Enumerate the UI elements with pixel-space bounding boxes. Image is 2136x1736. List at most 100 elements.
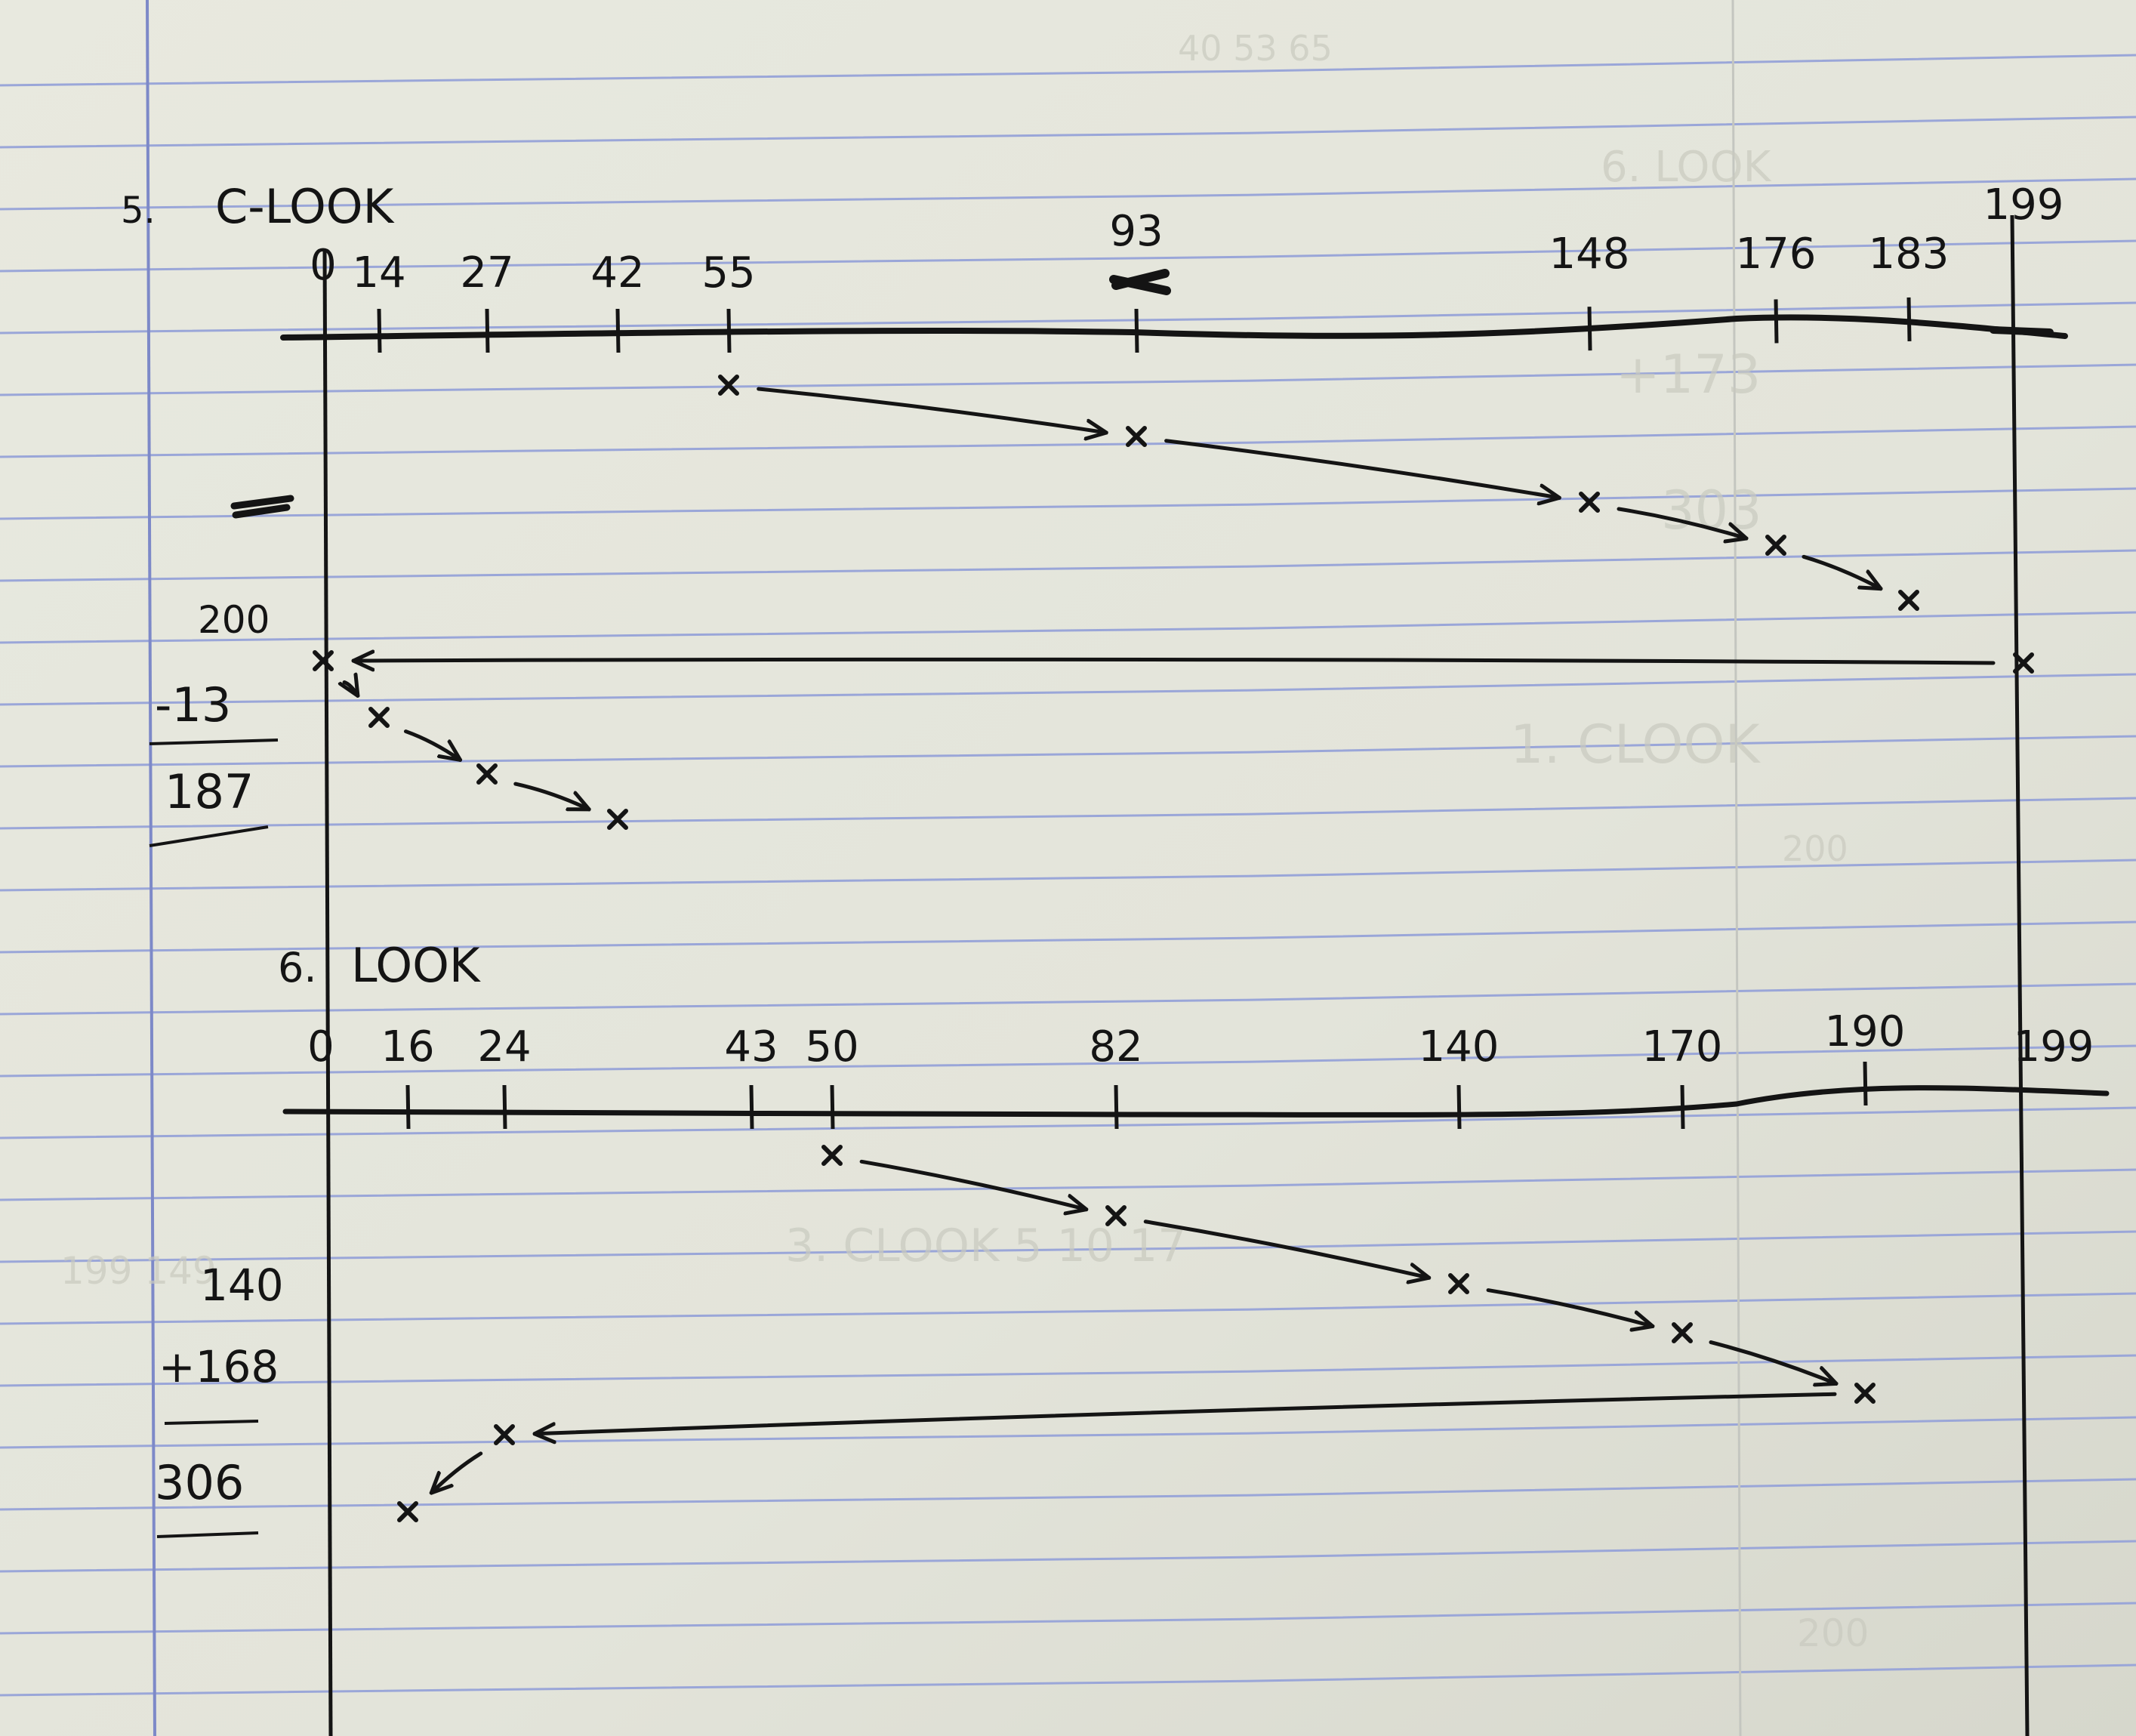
calc-line2: +168 [159, 1341, 279, 1392]
ruled-line [0, 116, 2136, 149]
request-marker [368, 707, 390, 728]
axis-tick [1587, 307, 1592, 351]
ruled-line [0, 1106, 2136, 1139]
ruled-line [0, 1354, 2136, 1387]
calc-line1: 140 [200, 1260, 284, 1311]
axis-tick [1680, 1084, 1685, 1130]
axis-tick [1774, 299, 1779, 344]
ruled-line [0, 54, 2136, 87]
calculation: 200 -13 187 [149, 598, 279, 847]
tick-label: 50 [805, 1022, 858, 1072]
ruled-line [0, 1664, 2136, 1697]
seek-arrow [1486, 1288, 1653, 1327]
tick-label: 148 [1549, 230, 1630, 279]
axis-tick [377, 308, 382, 353]
ruled-line [0, 920, 2136, 954]
calculation: 140 +168 306 [155, 1260, 284, 1538]
request-marker [1765, 535, 1786, 556]
request-marker [821, 1145, 843, 1166]
problem-title: C-LOOK [215, 179, 395, 234]
problem-title: LOOK [351, 938, 481, 993]
tick-label: 43 [724, 1022, 778, 1072]
seek-arrow [1802, 554, 1881, 588]
seek-arrow [344, 682, 358, 695]
request-marker [476, 763, 498, 785]
tick-label: 82 [1089, 1022, 1142, 1072]
faint-right-line [1731, 0, 1742, 1736]
ruled-line [0, 735, 2136, 768]
ruled-lines [0, 54, 2136, 1697]
problem-number: 6. [278, 944, 317, 991]
seek-arrow [403, 729, 460, 760]
ruled-line [0, 1478, 2136, 1511]
ruled-line [0, 797, 2136, 830]
ruled-line [0, 425, 2136, 458]
calc-line2: -13 [155, 677, 231, 732]
ruled-line [0, 859, 2136, 892]
margin-line [146, 0, 156, 1736]
seek-arrow [1617, 507, 1746, 538]
request-marker [1672, 1322, 1693, 1343]
scribble [230, 495, 294, 519]
seek-arrow [431, 1451, 483, 1493]
tick-label: 14 [352, 248, 405, 298]
ruled-line [0, 239, 2136, 273]
axis-tick [502, 1084, 507, 1130]
scribble [1990, 326, 2054, 336]
request-marker [718, 375, 739, 396]
seek-path [397, 1145, 1876, 1522]
seek-arrow [1143, 1220, 1429, 1278]
request-marker [607, 809, 628, 830]
ruled-line [0, 1044, 2136, 1078]
calc-underline [164, 1420, 259, 1425]
calc-result: 187 [165, 764, 254, 819]
request-marker [1448, 1273, 1469, 1294]
seek-arrow [1709, 1340, 1836, 1384]
ruled-line [0, 1230, 2136, 1263]
calc-underline [149, 738, 279, 745]
axis-tick [485, 308, 490, 353]
seek-path [313, 375, 2034, 830]
ruled-line [0, 673, 2136, 706]
svg-text:200: 200 [1797, 1611, 1869, 1655]
svg-text:303: 303 [1661, 479, 1762, 541]
calc-underline [149, 825, 269, 847]
ruled-line [0, 1602, 2136, 1635]
tick-label: 183 [1869, 230, 1950, 279]
axis-tick [1863, 1061, 1868, 1106]
tick-label: 55 [701, 248, 755, 298]
svg-text:+173: +173 [1616, 344, 1761, 405]
tick-label: 140 [1419, 1022, 1500, 1072]
axis-ticks: 0 14 27 42 55 93 148 176 183 199 [310, 180, 2064, 353]
seek-arrow [535, 1392, 1837, 1434]
calc-underline [156, 1531, 259, 1538]
axis-tick [1134, 308, 1139, 353]
tick-label: 42 [590, 248, 644, 298]
ruled-line [0, 301, 2136, 335]
ruled-line [0, 363, 2136, 396]
bleed-through-marks: 40 53 65 6. LOOK +173 303 1. CLOOK 200 3… [60, 28, 1869, 1655]
request-marker [2013, 652, 2034, 674]
svg-text:3. CLOOK 5 10 17: 3. CLOOK 5 10 17 [785, 1220, 1186, 1272]
ruled-line [0, 1416, 2136, 1449]
ruled-line [0, 1168, 2136, 1201]
cylinder-axis [280, 314, 2068, 341]
tick-label: 190 [1825, 1007, 1906, 1056]
seek-arrow [859, 1159, 1086, 1209]
ruled-line [0, 982, 2136, 1016]
problem-number: 5. [121, 190, 156, 232]
tick-label: 27 [460, 248, 513, 298]
tick-label: 24 [477, 1022, 531, 1072]
request-marker [1898, 590, 1919, 611]
request-marker [1105, 1205, 1127, 1226]
calc-line1: 200 [198, 598, 270, 642]
tick-label: 199 [2014, 1022, 2094, 1072]
tick-label: 199 [1983, 180, 2064, 230]
seek-arrow [757, 387, 1107, 433]
seek-arrow [351, 659, 1996, 663]
tick-label: 93 [1109, 207, 1163, 256]
calc-result: 306 [155, 1455, 244, 1510]
request-marker [1854, 1383, 1876, 1404]
ruled-line [0, 1292, 2136, 1325]
